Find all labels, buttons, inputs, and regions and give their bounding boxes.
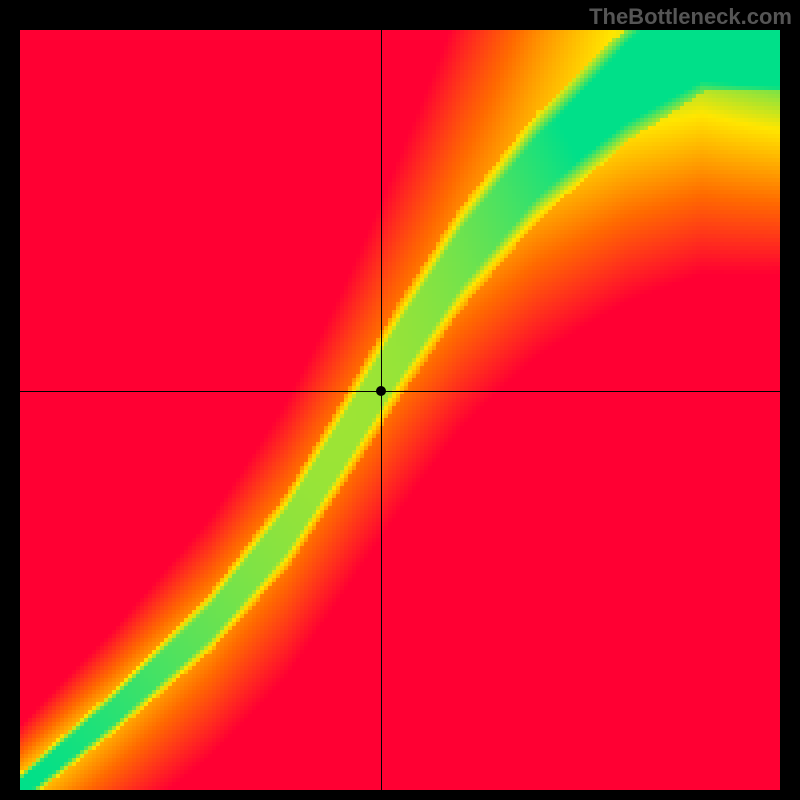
plot-area	[20, 30, 780, 790]
selection-marker-dot	[376, 386, 386, 396]
watermark-text: TheBottleneck.com	[589, 4, 792, 30]
crosshair-vertical	[381, 30, 382, 790]
crosshair-horizontal	[20, 391, 780, 392]
bottleneck-heatmap	[20, 30, 780, 790]
